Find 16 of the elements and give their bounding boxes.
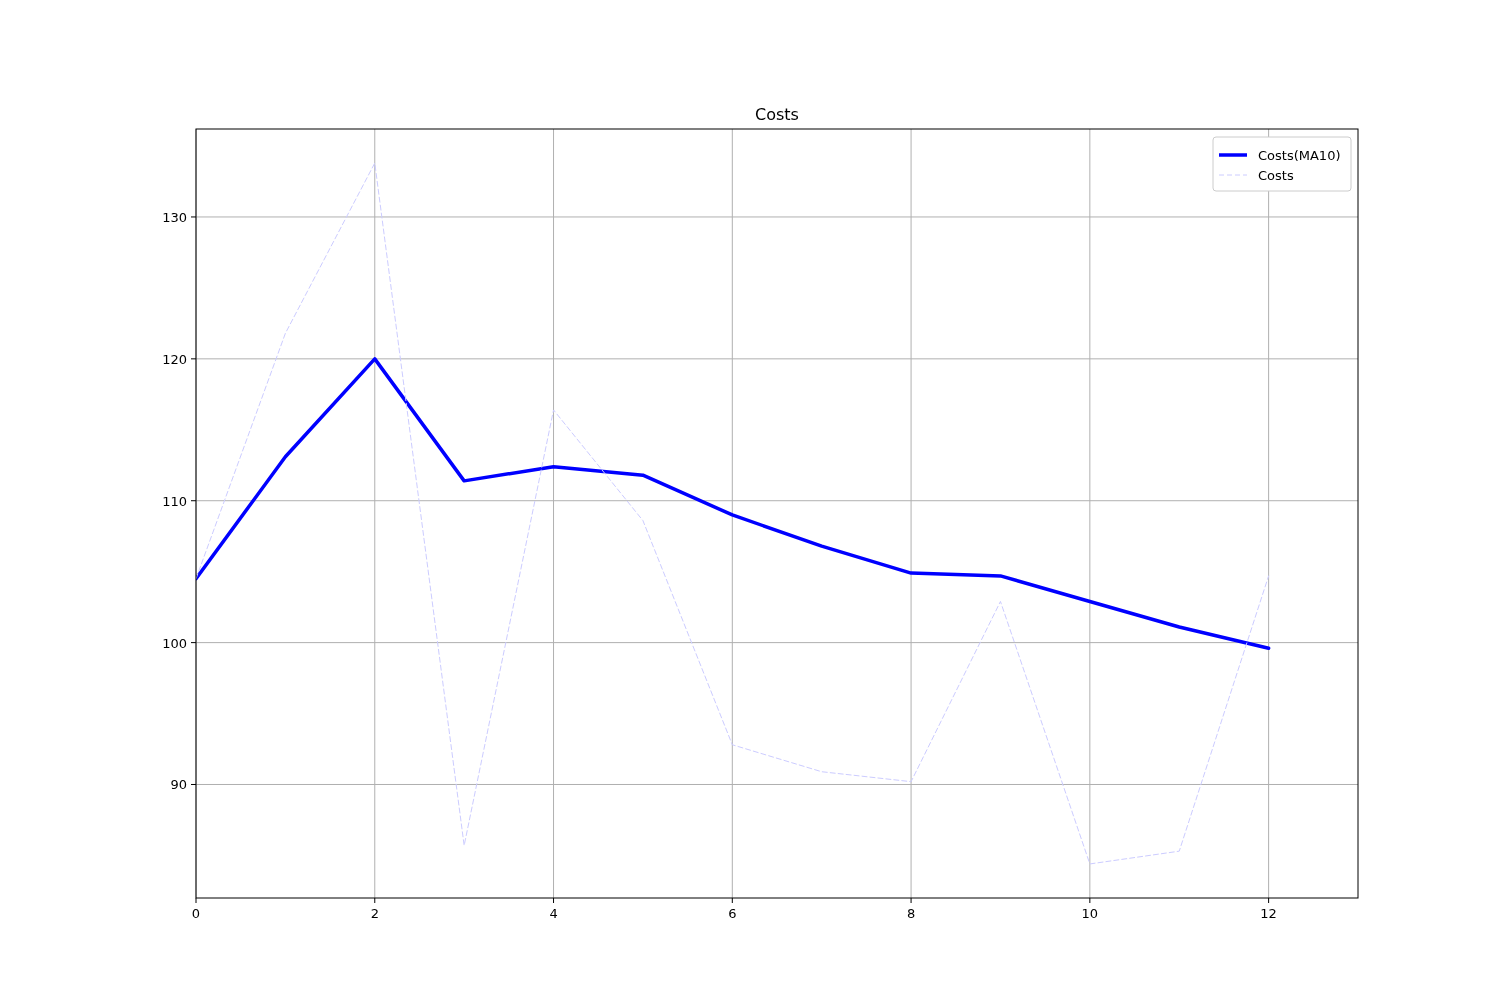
x-tick-label: 8 bbox=[906, 906, 916, 921]
legend-label: Costs bbox=[1258, 168, 1294, 183]
y-tick-label: 110 bbox=[162, 493, 187, 509]
legend-label: Costs(MA10) bbox=[1258, 148, 1341, 163]
y-tick-label: 100 bbox=[162, 635, 187, 651]
x-tick-label: 0 bbox=[191, 906, 201, 921]
x-tick-label: 6 bbox=[728, 906, 737, 921]
x-tick-label: 2 bbox=[370, 906, 379, 921]
x-tick-label: 4 bbox=[549, 906, 558, 921]
y-tick-label: 120 bbox=[162, 351, 187, 367]
y-tick-label: 90 bbox=[170, 777, 187, 793]
x-tick-label: 12 bbox=[1260, 906, 1277, 921]
chart-title: Costs bbox=[755, 105, 799, 124]
y-tick-label: 130 bbox=[162, 209, 187, 225]
x-tick-label: 10 bbox=[1081, 906, 1099, 921]
line-series bbox=[196, 357, 1271, 651]
